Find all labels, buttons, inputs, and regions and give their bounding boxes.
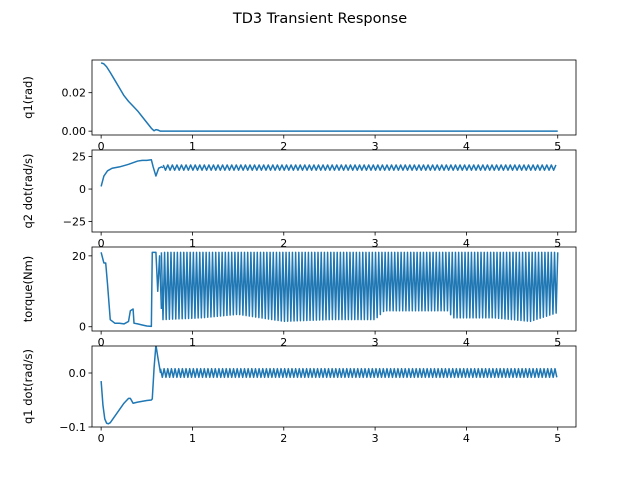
y-tick-label: 0 xyxy=(79,183,86,196)
axes-frame xyxy=(91,59,577,136)
subplot-4: 0 1 2 3 4 5 −0.1 0.0 q1 dot(rad/s) xyxy=(21,345,577,445)
y-axis-label: q1(rad) xyxy=(21,76,35,119)
x-tick-label: 4 xyxy=(463,140,470,153)
y-tick-label: 0.02 xyxy=(62,87,87,100)
x-tick-label: 1 xyxy=(189,336,196,349)
x-tick-label: 5 xyxy=(554,237,561,250)
series-line-1 xyxy=(100,159,164,187)
series-line-1 xyxy=(100,62,558,132)
subplot-2: 0 1 2 3 4 5 −25 0 25 q2 dot(rad/s) xyxy=(21,149,577,250)
series-line-2 xyxy=(159,367,558,379)
y-tick-label: 0 xyxy=(79,321,86,334)
axes-frame xyxy=(91,149,577,233)
x-tick-label: 1 xyxy=(189,237,196,250)
series-line-1 xyxy=(100,346,162,425)
x-tick-label: 4 xyxy=(463,336,470,349)
series-line-2 xyxy=(160,251,559,323)
x-tick-label: 5 xyxy=(554,432,561,445)
x-tick-label: 2 xyxy=(280,140,287,153)
x-tick-label: 4 xyxy=(463,432,470,445)
figure-title: TD3 Transient Response xyxy=(232,11,407,27)
x-tick-label: 1 xyxy=(189,432,196,445)
x-tick-label: 3 xyxy=(372,432,379,445)
x-tick-label: 5 xyxy=(554,336,561,349)
x-tick-label: 3 xyxy=(372,336,379,349)
y-tick-label: −0.1 xyxy=(59,421,86,434)
x-tick-label: 4 xyxy=(463,237,470,250)
x-tick-label: 0 xyxy=(98,336,105,349)
x-tick-label: 0 xyxy=(98,432,105,445)
subplot-3: 0 1 2 3 4 5 0 20 torque(Nm) xyxy=(21,246,577,349)
y-tick-label: −25 xyxy=(63,216,86,229)
axes-frame xyxy=(91,345,577,428)
y-axis-label: q1 dot(rad/s) xyxy=(21,349,35,424)
y-axis-label: torque(Nm) xyxy=(21,256,35,323)
y-tick-label: 0.00 xyxy=(62,125,87,138)
x-tick-label: 3 xyxy=(372,237,379,250)
subplot-1: 0 1 2 3 4 5 0.00 0.02 q1(rad) xyxy=(21,59,577,153)
x-tick-label: 5 xyxy=(554,140,561,153)
y-tick-label: 0.0 xyxy=(69,367,87,380)
y-axis-label: q2 dot(rad/s) xyxy=(21,153,35,228)
x-tick-label: 0 xyxy=(98,140,105,153)
series-line-2 xyxy=(162,164,557,171)
x-tick-label: 2 xyxy=(280,336,287,349)
x-tick-label: 0 xyxy=(98,237,105,250)
y-tick-label: 25 xyxy=(72,151,86,164)
x-tick-label: 2 xyxy=(280,237,287,250)
y-tick-label: 20 xyxy=(72,250,86,263)
axes-frame xyxy=(91,246,577,332)
x-tick-label: 1 xyxy=(189,140,196,153)
series-line-1 xyxy=(100,251,163,328)
x-tick-label: 3 xyxy=(372,140,379,153)
x-tick-label: 2 xyxy=(280,432,287,445)
